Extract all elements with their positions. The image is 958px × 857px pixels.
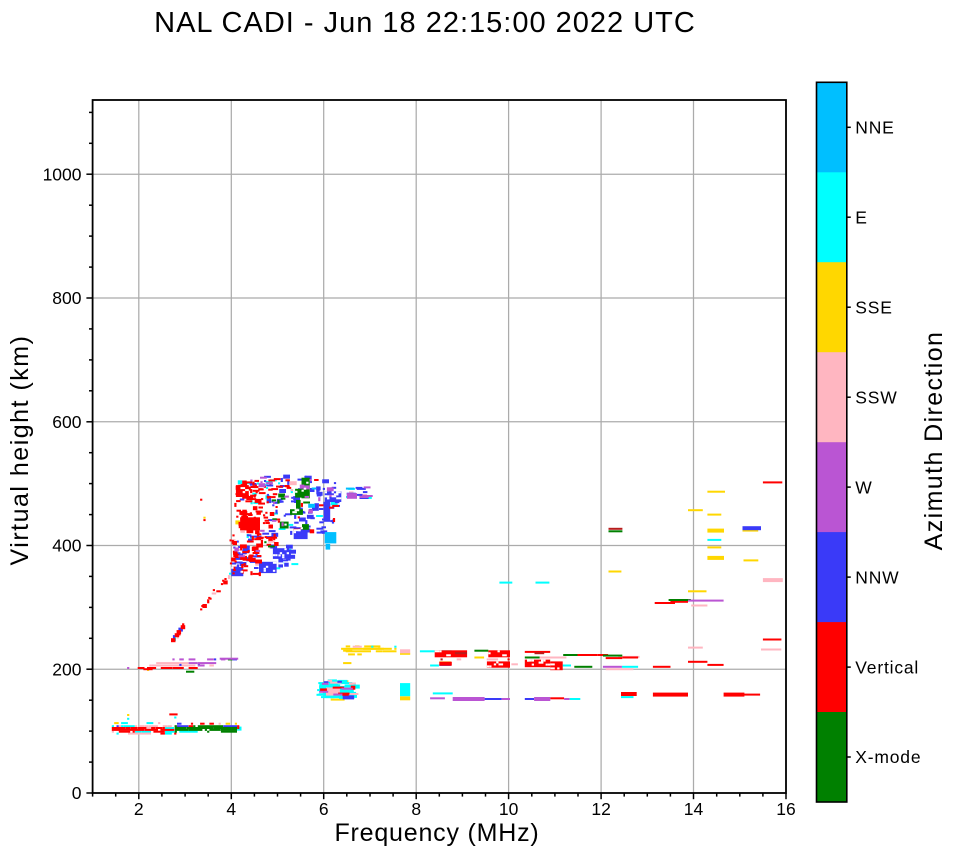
- svg-text:2: 2: [134, 799, 144, 819]
- svg-text:6: 6: [319, 799, 329, 819]
- svg-text:8: 8: [411, 799, 421, 819]
- svg-text:4: 4: [226, 799, 236, 819]
- svg-text:W: W: [855, 477, 872, 497]
- svg-text:X-mode: X-mode: [855, 747, 921, 767]
- svg-text:1000: 1000: [43, 164, 82, 184]
- svg-text:NNE: NNE: [855, 118, 894, 138]
- svg-text:Vertical: Vertical: [855, 657, 919, 677]
- svg-text:0: 0: [72, 783, 82, 803]
- svg-text:16: 16: [776, 799, 795, 819]
- svg-text:NAL CADI - Jun 18 22:15:00 202: NAL CADI - Jun 18 22:15:00 2022 UTC: [154, 7, 696, 39]
- svg-text:E: E: [855, 207, 867, 227]
- svg-text:10: 10: [499, 799, 519, 819]
- svg-text:200: 200: [52, 660, 81, 680]
- svg-text:14: 14: [684, 799, 704, 819]
- svg-text:600: 600: [52, 412, 81, 432]
- svg-text:SSW: SSW: [855, 387, 897, 407]
- svg-text:Azimuth Direction: Azimuth Direction: [920, 331, 948, 551]
- svg-text:NNW: NNW: [855, 567, 899, 587]
- svg-text:Virtual height (km): Virtual height (km): [6, 335, 34, 566]
- svg-text:800: 800: [52, 288, 81, 308]
- svg-text:SSE: SSE: [855, 297, 892, 317]
- svg-text:12: 12: [591, 799, 610, 819]
- svg-text:400: 400: [52, 536, 81, 556]
- svg-text:Frequency (MHz): Frequency (MHz): [334, 819, 539, 847]
